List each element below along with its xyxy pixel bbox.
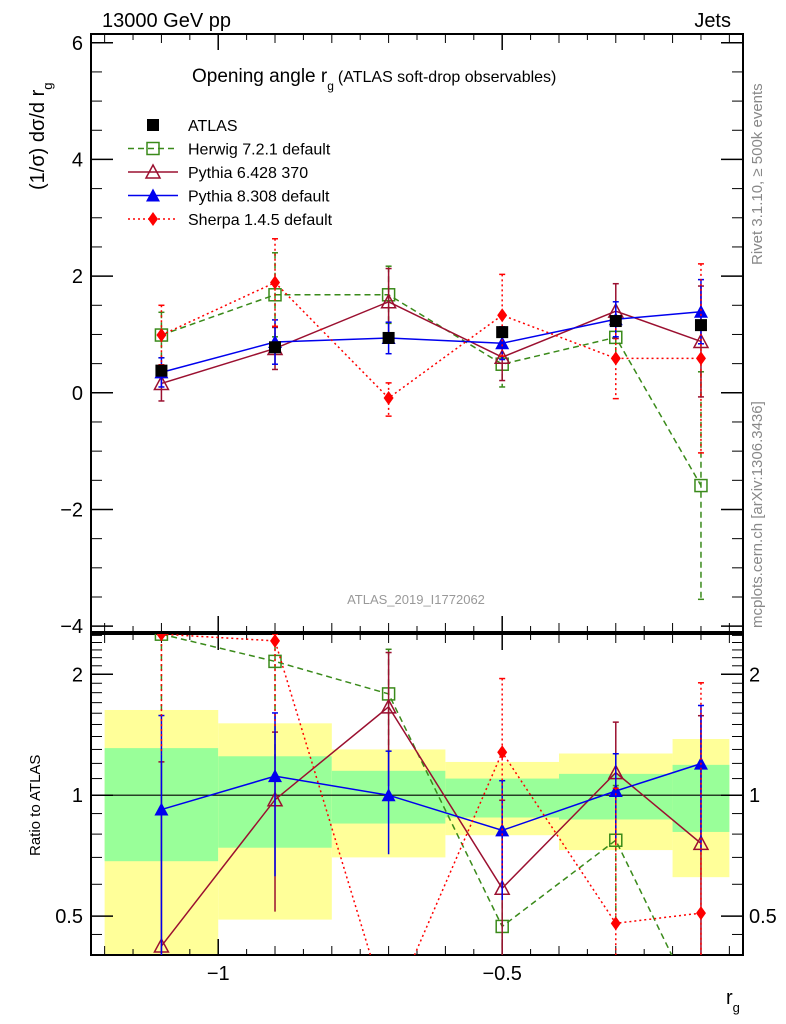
analysis-watermark: ATLAS_2019_I1772062 (347, 592, 485, 607)
ratio-y-tick-label-right: 2 (749, 664, 760, 686)
data-point (270, 275, 281, 290)
data-point (147, 119, 159, 131)
ratio-series-line (161, 634, 702, 955)
series-atlas (155, 315, 707, 377)
series-pythia-8-308-default (154, 278, 708, 388)
data-point (381, 788, 396, 802)
data-point (270, 634, 281, 648)
x-tick-label: −0.5 (482, 963, 521, 985)
x-axis-label-subscript: g (733, 1000, 740, 1015)
data-point (495, 336, 510, 350)
ratio-series-sherpa-1-4-5-default (156, 634, 706, 955)
main-series-group (153, 238, 710, 601)
main-y-tick-label: −2 (60, 499, 83, 521)
ratio-series-line (161, 634, 673, 955)
mcplots-label: mcplots.cern.ch [arXiv:1306.3436] (749, 401, 766, 628)
data-point (380, 698, 397, 714)
x-axis-label-main: r (726, 987, 733, 1009)
data-point (610, 916, 621, 931)
data-point (156, 634, 167, 642)
legend-label: Herwig 7.2.1 default (188, 142, 331, 159)
ratio-y-tick-label-right: 1 (749, 785, 760, 807)
series-pythia-6-428-370 (153, 267, 710, 402)
data-point (146, 188, 160, 202)
data-point (496, 326, 509, 339)
data-point (695, 351, 706, 366)
ratio-uncertainty-bands (104, 709, 730, 955)
data-point (497, 308, 508, 323)
legend-entry: ATLAS (147, 118, 238, 135)
series-line (161, 300, 702, 385)
data-point (155, 364, 168, 377)
rivet-version-label: Rivet 3.1.10, ≥ 500k events (749, 83, 766, 265)
data-point (153, 374, 170, 391)
data-point (269, 341, 282, 354)
legend-entry: Pythia 6.428 370 (128, 163, 308, 182)
data-point (695, 906, 706, 921)
data-point (146, 141, 160, 156)
data-point (383, 391, 394, 406)
main-y-tick-label: 0 (72, 383, 83, 405)
x-axis-label: rg (726, 987, 740, 1015)
data-point (694, 319, 707, 332)
data-point (144, 163, 162, 179)
ratio-series-clipped (153, 634, 710, 955)
main-y-tick-label: 6 (72, 33, 83, 55)
data-point (609, 315, 622, 328)
header-right-label: Jets (694, 10, 731, 32)
main-y-tick-label: 2 (72, 266, 83, 288)
data-point (154, 802, 169, 816)
main-y-axis-label-main: (1/σ) dσ/d r (27, 89, 49, 190)
series-herwig-7-2-1-default (154, 252, 708, 601)
plot-title-subscript: g (327, 79, 334, 93)
x-tick-label: −1 (207, 963, 230, 985)
data-point (156, 328, 167, 343)
main-y-axis-label-subscript: g (40, 83, 55, 90)
ratio-y-tick-label: 0.5 (55, 906, 83, 928)
ratio-y-axis-label: Ratio to ATLAS (27, 755, 44, 856)
main-y-tick-label: −4 (60, 616, 83, 638)
main-y-tick-label: 4 (72, 149, 83, 171)
data-point (493, 348, 511, 364)
data-point (693, 304, 708, 318)
ratio-series-line (161, 762, 702, 832)
data-point (692, 332, 710, 349)
series-line (161, 310, 702, 374)
legend-label: Pythia 8.308 default (188, 189, 330, 206)
main-axes: −4 −2 0 2 4 6 (60, 33, 744, 638)
plot-title-suffix: (ATLAS soft-drop observables) (338, 69, 556, 86)
series-sherpa-1-4-5-default (156, 238, 706, 454)
data-point (382, 331, 395, 344)
plot-title: Opening angle rg (ATLAS soft-drop observa… (192, 66, 556, 93)
legend-label: ATLAS (188, 118, 238, 135)
data-point (608, 783, 623, 797)
legend-entry: Pythia 8.308 default (128, 188, 330, 206)
plot-title-main: Opening angle r (192, 66, 328, 87)
data-point (497, 745, 508, 760)
data-point (380, 293, 397, 309)
ratio-series-group (153, 634, 710, 955)
legend: ATLAS Herwig 7.2.1 default Pythia 6.428 37… (128, 118, 333, 229)
ratio-y-tick-label: 1 (72, 785, 83, 807)
legend-label: Pythia 6.428 370 (188, 165, 308, 182)
ratio-y-tick-label-right: 0.5 (749, 906, 777, 928)
data-point (694, 478, 708, 493)
data-point (148, 212, 158, 226)
ratio-y-tick-label: 2 (72, 664, 83, 686)
ratio-series-line (160, 705, 702, 947)
data-point (610, 351, 621, 366)
legend-entry: Herwig 7.2.1 default (128, 142, 331, 159)
main-y-axis-label: (1/σ) dσ/d rg (27, 83, 55, 191)
ratio-axes: −1 −0.5 0.5 0.5 1 1 2 2 (55, 633, 777, 985)
data-point (268, 769, 283, 783)
legend-entry: Sherpa 1.4.5 default (128, 212, 333, 229)
legend-label: Sherpa 1.4.5 default (188, 212, 333, 229)
header-left-label: 13000 GeV pp (102, 10, 231, 32)
